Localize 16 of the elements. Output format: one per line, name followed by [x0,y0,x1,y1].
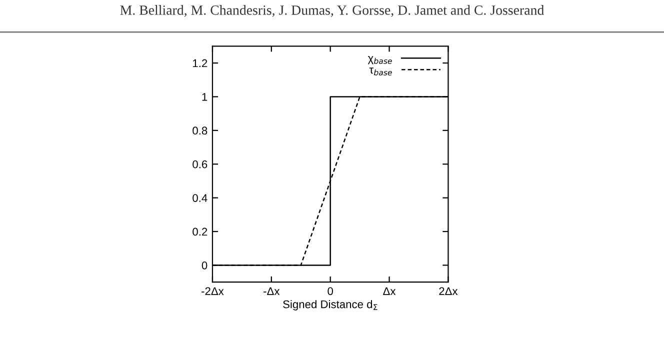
y-tick-label: 1.2 [193,59,208,68]
x-tick-label: -2Δx [202,287,224,295]
legend-label: τ$_{base}$ [369,68,392,76]
x-tick-label: 2Δx [439,287,458,295]
y-tick-label: 0.4 [192,194,208,202]
y-tick-label: 0.8 [192,126,208,135]
y-tick-label: 0.6 [192,160,208,168]
y-tick-label: 1 [202,93,208,101]
x-tick-label: Δx [383,287,396,295]
y-tick-label: 0.2 [192,228,208,236]
y-tick-label: 0 [202,261,208,270]
x-axis-title: Signed Distance d$_{Σ}$ [283,300,378,310]
text: M. Belliard, M. Chandesris, J. Dumas, Y. Gorsse, D. Jamet and C. Josserand [120,5,544,17]
legend-label: χ$_{base}$ [368,56,392,64]
x-tick-label: -Δx [264,287,280,295]
x-tick-label: 0 [328,287,333,296]
